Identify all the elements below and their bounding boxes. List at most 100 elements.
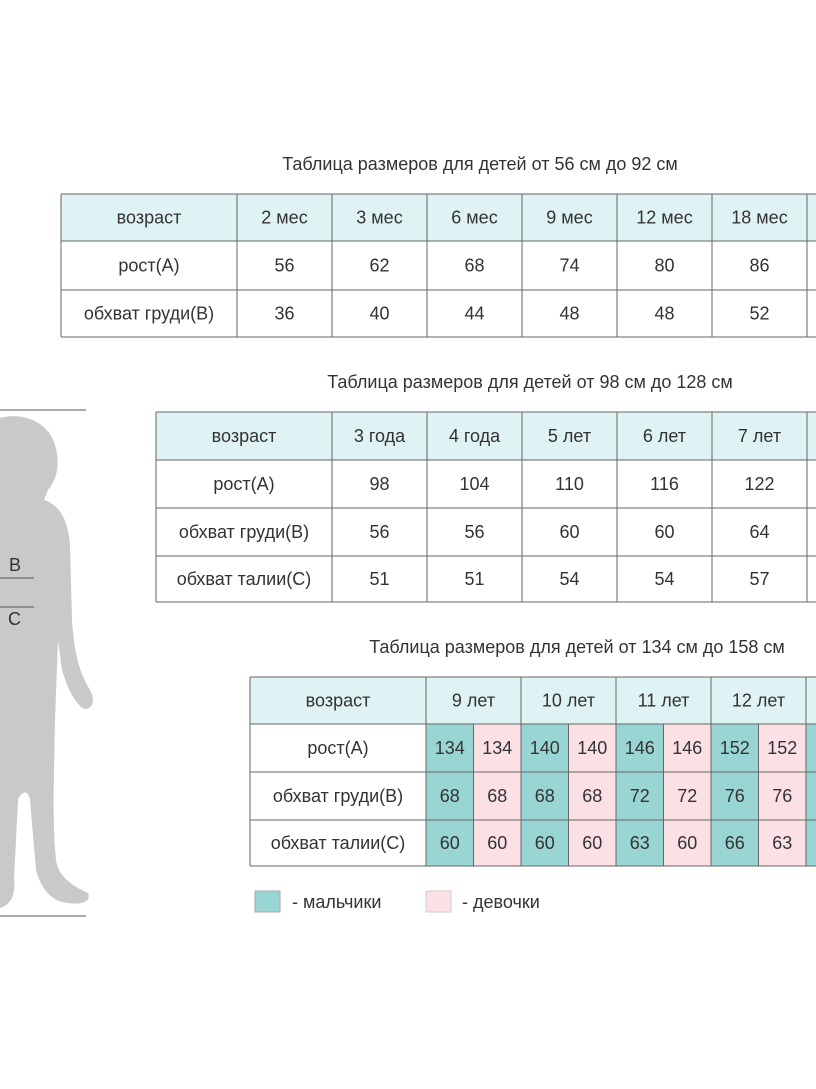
cell-value: 60 xyxy=(535,833,555,853)
cell-value: 86 xyxy=(749,255,769,275)
legend-boys: - мальчики xyxy=(292,892,381,912)
boys-cell xyxy=(616,820,664,866)
boys-cell xyxy=(521,724,569,772)
header-cell: 9 лет xyxy=(452,690,495,710)
cell-value: 57 xyxy=(749,569,769,589)
table-title: Таблица размеров для детей от 134 см до … xyxy=(369,637,785,657)
cell-value: 64 xyxy=(749,522,769,542)
cell-value: 60 xyxy=(487,833,507,853)
cell-value: 48 xyxy=(654,303,674,323)
cell-value: 110 xyxy=(555,474,584,494)
cell-value: 74 xyxy=(559,255,579,275)
row-label: обхват талии(C) xyxy=(177,569,312,589)
cell-value: 51 xyxy=(369,569,389,589)
header-cell: 7 лет xyxy=(738,426,781,446)
cell-value: 60 xyxy=(582,833,602,853)
cell-value: 146 xyxy=(625,738,655,758)
table-title: Таблица размеров для детей от 98 см до 1… xyxy=(327,372,733,392)
cell-value: 52 xyxy=(749,303,769,323)
cell-value: 60 xyxy=(654,522,674,542)
boys-cell xyxy=(806,820,816,866)
girls-cell xyxy=(758,772,806,820)
cell-value: 60 xyxy=(677,833,697,853)
cell-value: 48 xyxy=(559,303,579,323)
girls-cell xyxy=(663,724,711,772)
boys-cell xyxy=(616,772,664,820)
girls-cell xyxy=(473,820,521,866)
cell-value: 36 xyxy=(274,303,294,323)
girls-cell xyxy=(473,724,521,772)
cell-value: 152 xyxy=(720,738,750,758)
header-cell: 6 мес xyxy=(451,207,497,227)
cell-value: 60 xyxy=(559,522,579,542)
cell-value: 68 xyxy=(487,786,507,806)
cell-value: 51 xyxy=(464,569,484,589)
legend-swatch-boys xyxy=(254,890,281,913)
cell-value: 56 xyxy=(274,255,294,275)
header-cell: 3 года xyxy=(354,426,406,446)
cell-value: 68 xyxy=(582,786,602,806)
cell-value: 63 xyxy=(772,833,792,853)
boys-cell xyxy=(426,724,474,772)
boys-cell xyxy=(426,820,474,866)
boys-cell xyxy=(806,724,816,772)
boys-cell xyxy=(521,820,569,866)
header-cell: 11 лет xyxy=(638,690,690,710)
cell-value: 76 xyxy=(725,786,745,806)
child-silhouette xyxy=(0,416,93,908)
cell-value: 76 xyxy=(772,786,792,806)
header-bg xyxy=(61,194,816,241)
girls-cell xyxy=(663,820,711,866)
header-cell: 18 мес xyxy=(731,207,787,227)
boys-cell xyxy=(711,820,759,866)
cell-value: 66 xyxy=(725,833,745,853)
row-label: рост(A) xyxy=(307,738,368,758)
header-cell: 12 мес xyxy=(636,207,692,227)
girls-cell xyxy=(758,724,806,772)
row-label: обхват груди(B) xyxy=(179,522,309,542)
cell-value: 63 xyxy=(630,833,650,853)
cell-value: 68 xyxy=(440,786,460,806)
boys-cell xyxy=(521,772,569,820)
cell-value: 72 xyxy=(630,786,650,806)
header-cell: 9 мес xyxy=(546,207,592,227)
cell-value: 80 xyxy=(654,255,674,275)
cell-value: 98 xyxy=(369,474,389,494)
row-label: обхват груди(B) xyxy=(84,303,214,323)
cell-value: 44 xyxy=(464,303,484,323)
table-title: Таблица размеров для детей от 56 см до 9… xyxy=(282,154,678,174)
header-bg xyxy=(156,412,816,460)
cell-value: 56 xyxy=(464,522,484,542)
header-cell: возраст xyxy=(306,690,371,710)
boys-cell xyxy=(711,772,759,820)
cell-value: 60 xyxy=(440,833,460,853)
header-cell: возраст xyxy=(212,426,277,446)
row-label: обхват талии(C) xyxy=(271,833,406,853)
girls-cell xyxy=(473,772,521,820)
cell-value: 40 xyxy=(369,303,389,323)
cell-value: 54 xyxy=(559,569,579,589)
cell-value: 116 xyxy=(650,474,679,494)
header-cell: 5 лет xyxy=(548,426,591,446)
row-label: обхват груди(B) xyxy=(273,786,403,806)
cell-value: 134 xyxy=(482,738,512,758)
cell-value: 72 xyxy=(677,786,697,806)
girls-cell xyxy=(568,724,616,772)
header-cell: 10 лет xyxy=(542,690,595,710)
girls-cell xyxy=(568,820,616,866)
cell-value: 122 xyxy=(744,474,774,494)
girls-cell xyxy=(663,772,711,820)
row-label: рост(A) xyxy=(213,474,274,494)
boys-cell xyxy=(806,772,816,820)
boys-cell xyxy=(616,724,664,772)
header-bg xyxy=(250,677,816,724)
cell-value: 134 xyxy=(435,738,465,758)
header-cell: 2 мес xyxy=(261,207,307,227)
cell-value: 140 xyxy=(530,738,560,758)
boys-cell xyxy=(426,772,474,820)
girls-cell xyxy=(758,820,806,866)
header-cell: 3 мес xyxy=(356,207,402,227)
cell-value: 62 xyxy=(369,255,389,275)
cell-value: 56 xyxy=(369,522,389,542)
waist-label: C xyxy=(8,609,21,629)
